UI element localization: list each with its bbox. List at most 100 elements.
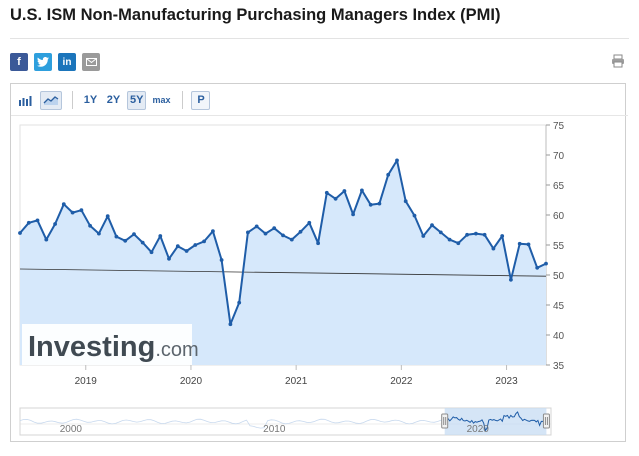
- range-5y-button[interactable]: 5Y: [127, 90, 147, 110]
- data-point: [53, 222, 57, 226]
- data-point: [324, 190, 329, 195]
- linkedin-icon: in: [62, 56, 72, 68]
- navigator-label: 2000: [60, 424, 83, 435]
- line-chart-button[interactable]: [40, 90, 62, 110]
- data-point: [219, 258, 224, 262]
- data-point: [61, 202, 66, 207]
- data-point: [281, 233, 285, 238]
- data-point: [105, 214, 110, 219]
- data-point: [246, 230, 250, 235]
- data-point: [517, 241, 522, 246]
- navigator[interactable]: 2000 2010 2020: [19, 407, 552, 436]
- data-point: [26, 220, 31, 225]
- envelope-icon: [85, 58, 97, 66]
- data-point: [193, 243, 198, 247]
- navigator-selection: [444, 408, 547, 435]
- data-point: [237, 300, 242, 305]
- data-point: [307, 220, 312, 225]
- data-point: [377, 201, 382, 206]
- toolbar-divider-line: [11, 115, 628, 116]
- printer-icon: [612, 54, 624, 68]
- data-point: [35, 218, 40, 223]
- facebook-share-button[interactable]: f: [10, 53, 28, 71]
- twitter-share-button[interactable]: [34, 53, 52, 71]
- bar-chart-icon: [19, 96, 32, 106]
- title-divider: [10, 38, 629, 39]
- data-point: [316, 241, 320, 246]
- data-point: [421, 234, 426, 238]
- range-2y-button[interactable]: 2Y: [106, 94, 121, 106]
- email-share-button[interactable]: [82, 53, 100, 71]
- twitter-icon: [37, 57, 49, 67]
- data-point: [79, 208, 84, 213]
- data-point: [167, 256, 171, 261]
- linkedin-share-button[interactable]: in: [58, 53, 76, 71]
- data-point: [351, 212, 355, 217]
- data-point: [184, 249, 189, 253]
- y-tick-label: 70: [553, 151, 565, 162]
- navigator-selected-line: [444, 411, 547, 432]
- investing-watermark: Investing.com: [22, 324, 199, 365]
- data-point: [500, 234, 505, 238]
- navigator-right-handle[interactable]: [542, 413, 550, 429]
- bar-chart-button[interactable]: [16, 91, 36, 110]
- x-tick-label: 2020: [180, 376, 203, 387]
- data-point: [544, 261, 548, 266]
- y-tick-label: 35: [553, 361, 565, 372]
- data-point: [298, 229, 303, 234]
- data-point: [465, 232, 469, 237]
- data-point: [491, 246, 496, 251]
- range-max-button[interactable]: max: [152, 95, 171, 105]
- data-point: [526, 242, 531, 247]
- data-point: [70, 210, 75, 215]
- x-tick-label: 2023: [495, 376, 518, 387]
- p-button[interactable]: P: [191, 90, 211, 110]
- x-tick-label: 2019: [75, 376, 98, 387]
- y-tick-label: 55: [553, 241, 565, 252]
- data-point: [18, 231, 22, 235]
- range-1y-button[interactable]: 1Y: [83, 94, 98, 106]
- chart-panel: [10, 83, 626, 442]
- y-tick-label: 75: [553, 121, 565, 132]
- data-point: [403, 199, 408, 204]
- data-point: [360, 188, 364, 193]
- y-tick-label: 65: [553, 181, 565, 192]
- data-point: [254, 224, 259, 229]
- y-tick-label: 40: [553, 331, 565, 342]
- data-point: [395, 158, 399, 163]
- data-point: [175, 244, 180, 249]
- data-point: [211, 229, 215, 234]
- data-point: [88, 223, 92, 228]
- data-point: [149, 250, 154, 255]
- watermark-brand: Investing: [28, 331, 155, 363]
- chart-toolbar: 1Y 2Y 5Y max P: [16, 89, 214, 111]
- watermark-background: [22, 324, 192, 365]
- facebook-icon: f: [17, 56, 21, 68]
- data-point: [272, 226, 277, 231]
- watermark-suffix: .com: [155, 339, 198, 361]
- toolbar-divider: [72, 91, 73, 109]
- x-tick-label: 2022: [390, 376, 413, 387]
- data-point: [535, 265, 540, 270]
- data-point: [202, 239, 207, 244]
- data-point: [140, 240, 145, 245]
- data-point: [438, 230, 443, 235]
- data-point: [430, 223, 434, 228]
- reference-line: [19, 268, 547, 277]
- data-point: [132, 232, 136, 237]
- line-chart-icon: [43, 96, 59, 105]
- watermark-text: Investing.com: [28, 331, 199, 363]
- data-point: [228, 322, 233, 327]
- data-point: [289, 237, 294, 242]
- navigator-history-line: [19, 418, 445, 429]
- data-point: [509, 277, 513, 282]
- data-point: [482, 232, 487, 237]
- navigator-label: 2020: [467, 424, 490, 435]
- print-button[interactable]: [611, 54, 625, 73]
- data-point: [447, 237, 452, 242]
- data-point: [412, 213, 417, 218]
- navigator-left-handle[interactable]: [441, 413, 449, 429]
- data-point: [342, 189, 347, 193]
- data-point: [44, 237, 49, 242]
- navigator-label: 2010: [263, 424, 286, 435]
